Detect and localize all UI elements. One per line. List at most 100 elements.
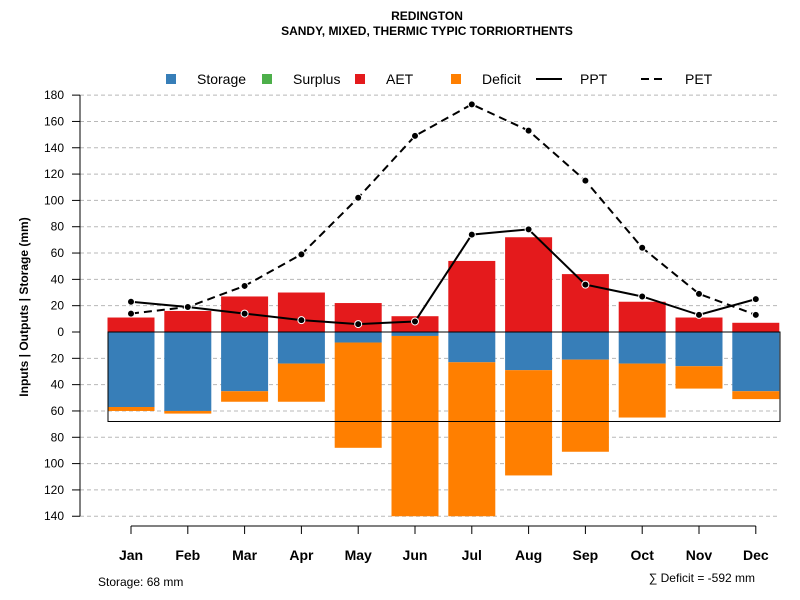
y-tick-label: 60 xyxy=(51,404,65,418)
x-tick-label-jul: Jul xyxy=(462,547,482,563)
pet-point-dec xyxy=(751,310,760,319)
storage-bar-mar xyxy=(221,332,269,392)
aet-bar-aug xyxy=(505,237,553,332)
ppt-point-aug xyxy=(524,225,533,234)
pet-point-jul xyxy=(467,100,476,109)
legend-swatch-aet xyxy=(355,74,365,84)
storage-bar-nov xyxy=(675,332,723,367)
pet-line xyxy=(130,103,757,316)
chart-title: REDINGTON xyxy=(391,9,463,23)
y-tick-label: 20 xyxy=(51,351,65,365)
y-tick-label: 40 xyxy=(51,378,65,392)
y-tick-label: 100 xyxy=(44,193,64,207)
storage-bar-jan xyxy=(107,332,155,408)
y-tick-label: 20 xyxy=(51,299,65,313)
storage-bar-feb xyxy=(164,332,212,411)
storage-bar-jul xyxy=(448,332,496,363)
x-tick-label-feb: Feb xyxy=(175,547,200,563)
aet-bar-oct xyxy=(618,301,666,332)
ppt-point-nov xyxy=(695,310,703,319)
x-tick-label-apr: Apr xyxy=(289,547,314,563)
deficit-bar-jun xyxy=(391,335,439,517)
y-tick-label: 60 xyxy=(51,246,65,260)
x-tick-label-mar: Mar xyxy=(232,547,257,563)
deficit-bar-dec xyxy=(732,391,780,400)
ppt-point-feb xyxy=(183,302,192,311)
y-tick-label: 120 xyxy=(44,483,64,497)
x-tick-label-jun: Jun xyxy=(403,547,428,563)
x-tick-label-may: May xyxy=(345,547,372,563)
storage-bar-apr xyxy=(277,332,325,364)
y-tick-label: 120 xyxy=(44,167,64,181)
pet-point-sep xyxy=(581,176,590,185)
x-axis: Jan Feb Mar Apr May Jun Jul Aug Sep Oct Nov Dec xyxy=(119,525,769,563)
y-tick-label: 140 xyxy=(44,509,64,523)
legend-label-aet: AET xyxy=(386,71,414,87)
aet-bar-feb xyxy=(164,310,212,332)
storage-capacity-box xyxy=(107,331,781,422)
legend-label-pet: PET xyxy=(685,71,713,87)
pet-point-may xyxy=(354,193,363,202)
ppt-point-mar xyxy=(240,309,249,318)
ppt-line xyxy=(130,228,757,326)
bars xyxy=(107,237,781,517)
y-tick-label: 180 xyxy=(44,88,64,102)
y-tick-label: 0 xyxy=(57,325,64,339)
y-tick-label: 100 xyxy=(44,457,64,471)
y-axis-label: Inputs | Outputs | Storage (mm) xyxy=(17,217,31,396)
ppt-point-dec xyxy=(751,295,760,304)
legend-label-ppt: PPT xyxy=(580,71,608,87)
deficit-bar-aug xyxy=(505,370,553,476)
storage-bar-oct xyxy=(618,332,666,364)
legend-swatch-storage xyxy=(166,74,176,84)
deficit-bar-oct xyxy=(618,363,666,418)
legend-swatch-deficit xyxy=(451,74,461,84)
ppt-point-jun xyxy=(411,317,419,326)
storage-bar-aug xyxy=(505,332,553,371)
ppt-point-jan xyxy=(127,297,135,306)
deficit-bar-sep xyxy=(561,359,609,452)
pet-point-jun xyxy=(411,131,419,140)
storage-footnote: Storage: 68 mm xyxy=(98,575,183,589)
aet-bar-jul xyxy=(448,260,496,332)
y-tick-label: 80 xyxy=(51,220,65,234)
aet-bar-jan xyxy=(107,317,155,332)
ppt-point-may xyxy=(354,320,363,329)
y-tick-label: 160 xyxy=(44,114,64,128)
pet-point-apr xyxy=(297,250,306,259)
pet-point-nov xyxy=(695,289,703,298)
pet-point-mar xyxy=(240,281,249,290)
y-axis: 180 160 140 120 100 80 60 40 20 0 20 40 60 80 100 120 14… xyxy=(44,88,81,523)
deficit-bar-feb xyxy=(164,410,212,414)
aet-bar-nov xyxy=(675,317,723,332)
ppt-point-jul xyxy=(467,230,476,239)
x-tick-label-jan: Jan xyxy=(119,547,143,563)
chart-subtitle: SANDY, MIXED, THERMIC TYPIC TORRIORTHENT… xyxy=(281,24,573,38)
deficit-bar-jan xyxy=(107,407,155,411)
legend-label-deficit: Deficit xyxy=(482,71,521,87)
storage-bar-jun xyxy=(391,332,439,336)
aet-bar-apr xyxy=(277,292,325,332)
deficit-bar-jul xyxy=(448,362,496,517)
pet-point-oct xyxy=(638,243,647,252)
aet-bar-dec xyxy=(732,322,780,332)
deficit-bar-nov xyxy=(675,366,723,389)
x-tick-label-nov: Nov xyxy=(686,547,713,563)
deficit-footnote: ∑ Deficit = -592 mm xyxy=(649,571,755,585)
ppt-point-sep xyxy=(581,280,590,289)
ppt-point-apr xyxy=(297,316,306,325)
deficit-bar-apr xyxy=(277,363,325,402)
legend: Storage Surplus AET Deficit PPT PET xyxy=(166,71,713,87)
storage-bar-dec xyxy=(732,332,780,392)
pet-point-aug xyxy=(524,126,533,135)
deficit-bar-mar xyxy=(221,391,269,402)
ppt-point-oct xyxy=(638,292,647,301)
pet-point-jan xyxy=(127,309,135,318)
legend-label-storage: Storage xyxy=(197,71,246,87)
x-tick-label-dec: Dec xyxy=(743,547,769,563)
y-tick-label: 140 xyxy=(44,141,64,155)
legend-label-surplus: Surplus xyxy=(293,71,340,87)
deficit-bar-may xyxy=(334,342,382,448)
storage-bar-may xyxy=(334,332,382,343)
